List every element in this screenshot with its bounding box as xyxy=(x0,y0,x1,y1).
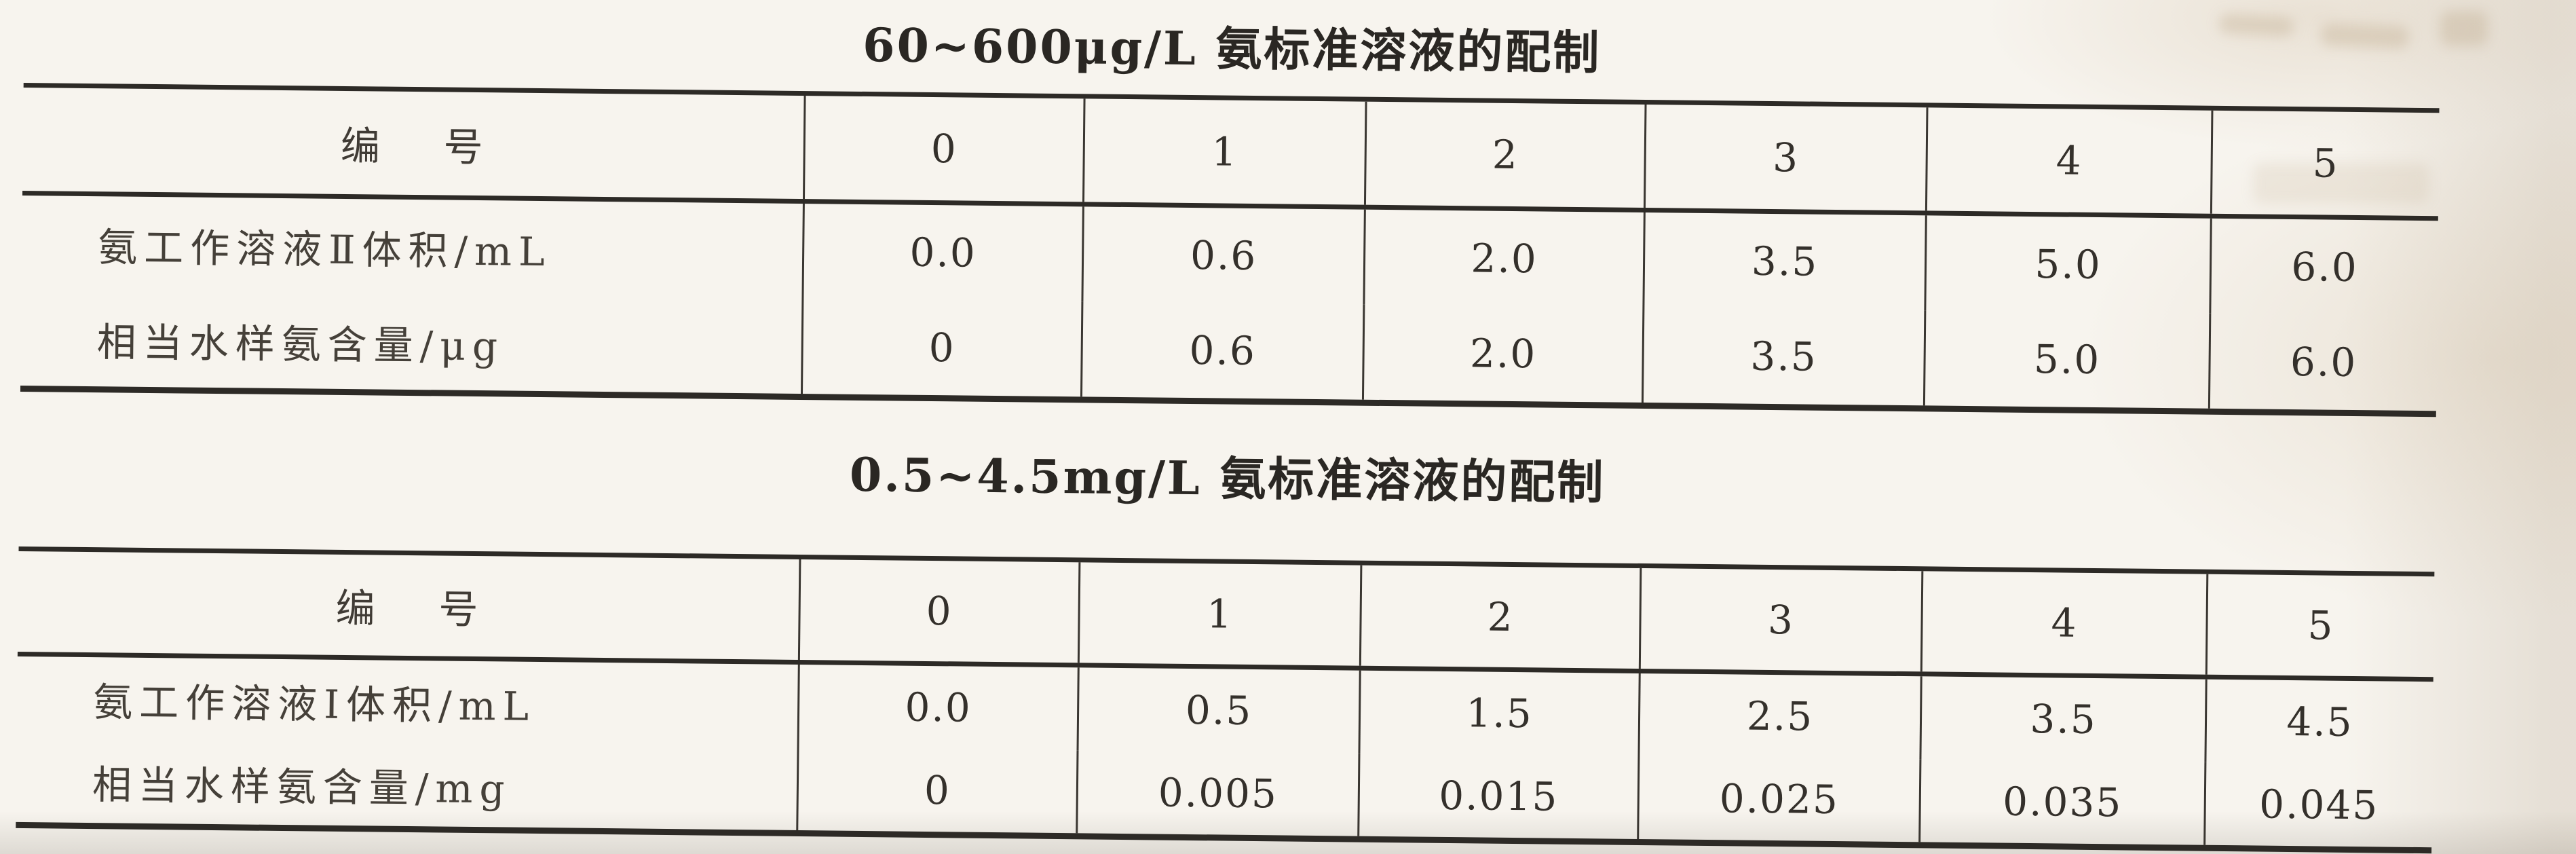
row-label: 氨工作溶液Ⅰ体积/mL xyxy=(92,679,536,730)
corner-label: 编 号 xyxy=(335,584,481,633)
value-cell: 2.0 xyxy=(1361,304,1643,403)
value-cell: 2.0 xyxy=(1363,209,1644,308)
column-header: 4 xyxy=(1920,571,2207,675)
value-cell: 0 xyxy=(800,299,1082,397)
page-bleedthrough-mark xyxy=(2253,163,2429,204)
value-cell: 0.045 xyxy=(2203,762,2433,848)
ammonia-standard-table-ug: 60~600μg/L 氨标准溶液的配制 编 号 0 1 2 3 4 5 氨工作溶… xyxy=(20,10,2467,417)
value-cell: 0.0 xyxy=(797,664,1078,751)
column-header: 1 xyxy=(1082,98,1365,205)
column-header: 5 xyxy=(2210,110,2440,217)
column-header: 0 xyxy=(797,559,1079,663)
column-header: 3 xyxy=(1638,568,1922,672)
column-header: 5 xyxy=(2205,574,2435,677)
row-label: 氨工作溶液Ⅱ体积/mL xyxy=(97,224,552,276)
value-cell: 0 xyxy=(796,747,1077,834)
column-header: 3 xyxy=(1643,105,1927,211)
corner-label: 编 号 xyxy=(340,122,486,171)
value-cell: 0.015 xyxy=(1357,753,1638,839)
value-cell: 5.0 xyxy=(1924,215,2210,314)
row-label: 相当水样氨含量/mg xyxy=(92,762,512,813)
value-cell: 5.0 xyxy=(1922,310,2210,409)
value-cell: 0.6 xyxy=(1080,301,1363,400)
value-cell: 0.005 xyxy=(1076,750,1359,836)
scanned-page-content: 60~600μg/L 氨标准溶液的配制 编 号 0 1 2 3 4 5 氨工作溶… xyxy=(16,0,2467,854)
value-cell: 3.5 xyxy=(1919,676,2205,762)
value-cell: 0.6 xyxy=(1081,206,1364,305)
page-bleedthrough-mark xyxy=(2440,11,2488,46)
value-cell: 6.0 xyxy=(2208,313,2438,411)
value-cell: 0.035 xyxy=(1918,759,2205,845)
value-cell: 0.5 xyxy=(1076,667,1359,754)
table-grid: 编 号 0 1 2 3 4 5 氨工作溶液Ⅱ体积/mL 0.0 0.6 2.0 … xyxy=(20,82,2440,417)
table-grid: 编 号 0 1 2 3 4 5 氨工作溶液Ⅰ体积/mL 0.0 0.5 1.5 … xyxy=(16,546,2435,854)
column-header: 4 xyxy=(1925,107,2212,214)
value-cell: 6.0 xyxy=(2209,218,2438,316)
column-header: 2 xyxy=(1363,101,1645,208)
value-cell: 2.5 xyxy=(1637,673,1920,760)
value-cell: 3.5 xyxy=(1641,307,1925,406)
table-title: 0.5~4.5mg/L 氨标准溶液的配制 xyxy=(849,447,1606,510)
value-cell: 3.5 xyxy=(1642,212,1925,311)
column-header: 0 xyxy=(802,96,1084,202)
ammonia-standard-table-mg: 0.5~4.5mg/L 氨标准溶液的配制 编 号 0 1 2 3 4 5 氨工作… xyxy=(16,439,2463,854)
value-cell: 0.025 xyxy=(1637,756,1920,842)
table-title: 60~600μg/L 氨标准溶液的配制 xyxy=(862,18,1602,81)
column-header: 2 xyxy=(1359,565,1640,669)
column-header: 1 xyxy=(1077,562,1361,666)
value-cell: 1.5 xyxy=(1358,670,1639,756)
row-label: 相当水样氨含量/μg xyxy=(96,319,505,370)
value-cell: 4.5 xyxy=(2204,679,2433,765)
value-cell: 0.0 xyxy=(801,204,1082,302)
